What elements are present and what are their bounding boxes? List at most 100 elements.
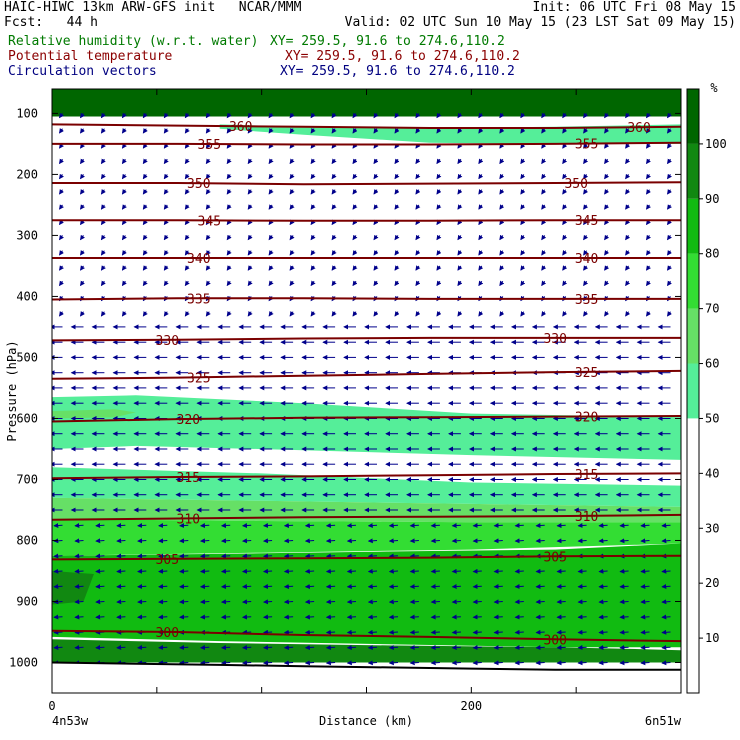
wind-vector [535,538,545,544]
wind-vector [388,553,399,559]
wind-vector [556,614,566,620]
wind-vector [514,538,524,544]
wind-vector [95,614,105,620]
wind-vector [304,614,315,620]
wind-vector [415,280,421,287]
wind-vector [226,112,232,119]
rh-region-2 [52,395,681,460]
theta-field-xy: XY= 259.5, 91.6 to 274.6,110.2 [285,49,520,64]
wind-vector [667,189,672,195]
theta-contour-label: 320 [575,411,598,426]
wind-vector [625,250,631,256]
wind-vector [514,645,524,650]
vector-field-name: Circulation vectors [8,64,157,79]
wind-vector [80,173,85,180]
wind-vector [499,265,505,271]
theta-contour-label: 350 [564,177,587,192]
wind-vector [388,538,399,544]
wind-vector [394,112,400,119]
wind-vector [163,189,169,195]
wind-vector [220,645,231,650]
wind-vector [220,568,231,574]
wind-vector [289,158,295,165]
wind-vector [451,614,461,620]
wind-vector [121,311,127,317]
wind-vector [137,523,147,528]
wind-vector [583,280,589,287]
wind-vector [499,311,505,317]
theta-contour-label: 345 [198,214,221,229]
wind-vector [478,311,484,317]
wind-vector [352,234,358,241]
wind-vector [661,568,671,574]
wind-vector [226,234,232,241]
wind-vector [310,112,316,119]
wind-vector [53,538,63,544]
wind-vector [661,599,671,605]
wind-vector [241,629,252,635]
wind-vector [95,568,105,574]
wind-vector [179,553,189,559]
wind-vector [241,660,252,666]
colorbar-swatch [687,363,699,419]
wind-vector [562,204,568,210]
wind-vector [121,280,127,287]
wind-vector [74,614,84,620]
wind-vector [268,204,274,210]
wind-vector [226,280,232,287]
wind-vector [268,173,274,180]
wind-vector [394,280,400,287]
wind-vector [199,614,210,620]
wind-vector [247,173,253,180]
wind-vector [158,538,168,544]
wind-vector [598,538,608,544]
wind-vector [577,568,587,574]
wind-vector [394,265,400,271]
wind-vector [283,584,294,589]
wind-vector [163,265,169,271]
wind-vector [661,584,671,589]
wind-vector [457,234,463,241]
wind-vector [493,614,503,620]
wind-vector [310,173,316,180]
wind-vector [472,568,482,574]
wind-vector [331,189,337,195]
wind-vector [388,660,399,666]
wind-vector [583,311,589,317]
wind-vector [430,614,440,620]
wind-vector [289,173,295,180]
wind-vector [121,234,127,241]
wind-vector [367,584,378,589]
wind-vector [226,311,232,317]
wind-vector [184,112,190,119]
wind-vector [457,204,463,210]
wind-vector [310,204,316,210]
theta-contour-315 [52,472,681,480]
theta-contour-350 [52,181,681,186]
wind-vector [451,553,461,559]
wind-vector [598,614,608,620]
wind-vector [289,128,295,134]
wind-vector [205,128,211,134]
theta-contour-label: 330 [156,334,179,349]
wind-vector [262,614,273,620]
wind-vector [116,523,126,528]
wind-vector [646,234,651,241]
wind-vector [430,538,440,544]
wind-vector [409,538,419,544]
wind-vector [520,128,526,134]
wind-vector [394,128,400,134]
wind-vector [604,143,610,149]
wind-vector [415,311,421,317]
wind-vector [394,250,400,256]
wind-vector [100,189,106,195]
wind-vector [179,645,189,650]
wind-vector [541,128,547,134]
wind-vector [116,614,126,620]
colorbar-tick-label: 40 [705,466,719,480]
wind-vector [220,553,231,559]
wind-vector [619,599,629,605]
wind-vector [394,158,400,165]
wind-vector [367,660,378,666]
wind-vector [577,584,587,589]
